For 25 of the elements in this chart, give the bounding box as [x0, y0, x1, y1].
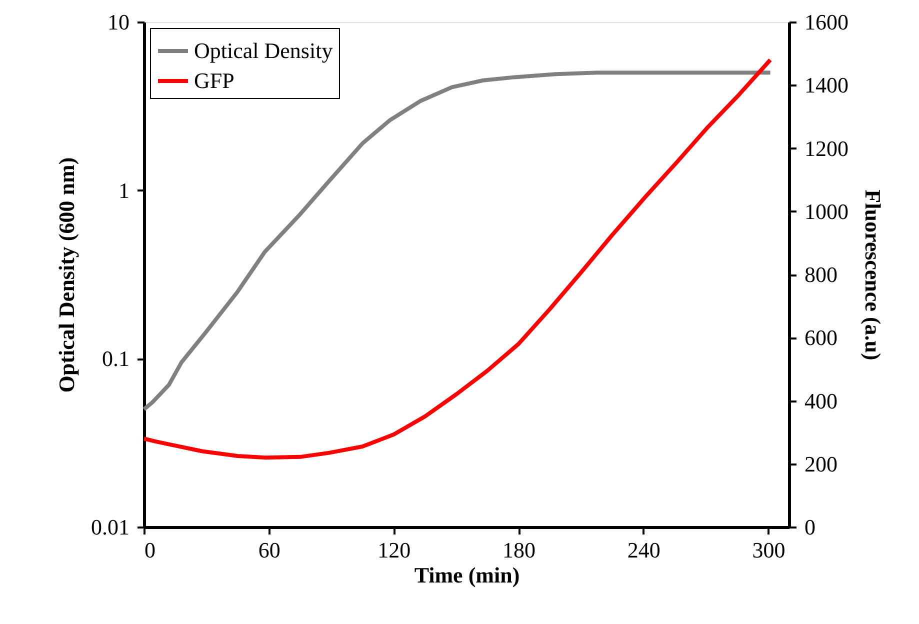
legend-label: Optical Density [194, 38, 333, 63]
y2-tick-label: 1600 [804, 10, 848, 34]
y-tick-label: 0.1 [102, 346, 130, 372]
line-series [142, 70, 772, 412]
x-axis-title: Time (min) [414, 562, 520, 588]
y2-tick-label: 400 [804, 388, 838, 414]
y2-tick-label: 1200 [804, 136, 848, 161]
x-tick-label: 0 [144, 538, 156, 562]
x-tick-label: 300 [752, 538, 786, 562]
x-tick-label: 60 [258, 538, 280, 562]
y2-tick-label: 600 [804, 325, 838, 350]
x-tick-label: 120 [378, 538, 411, 562]
y2-tick-label: 800 [804, 262, 838, 287]
x-tick-label: 180 [502, 538, 536, 562]
y-axis-title: Optical Density (600 nm) [54, 157, 79, 393]
y2-tick-label: 1000 [804, 198, 848, 224]
y-tick-label: 1 [118, 178, 130, 203]
y-tick-label: 0.01 [91, 514, 130, 540]
y2-tick-label: 0 [804, 514, 816, 540]
x-tick-label: 240 [627, 538, 660, 562]
y-tick-label: 10 [108, 10, 130, 34]
y2-tick-label: 1400 [804, 72, 848, 98]
y2-tick-label: 200 [804, 451, 838, 476]
y2-axis-title: Fluorescence (a.u) [860, 190, 886, 360]
legend-label: GFP [194, 68, 234, 93]
